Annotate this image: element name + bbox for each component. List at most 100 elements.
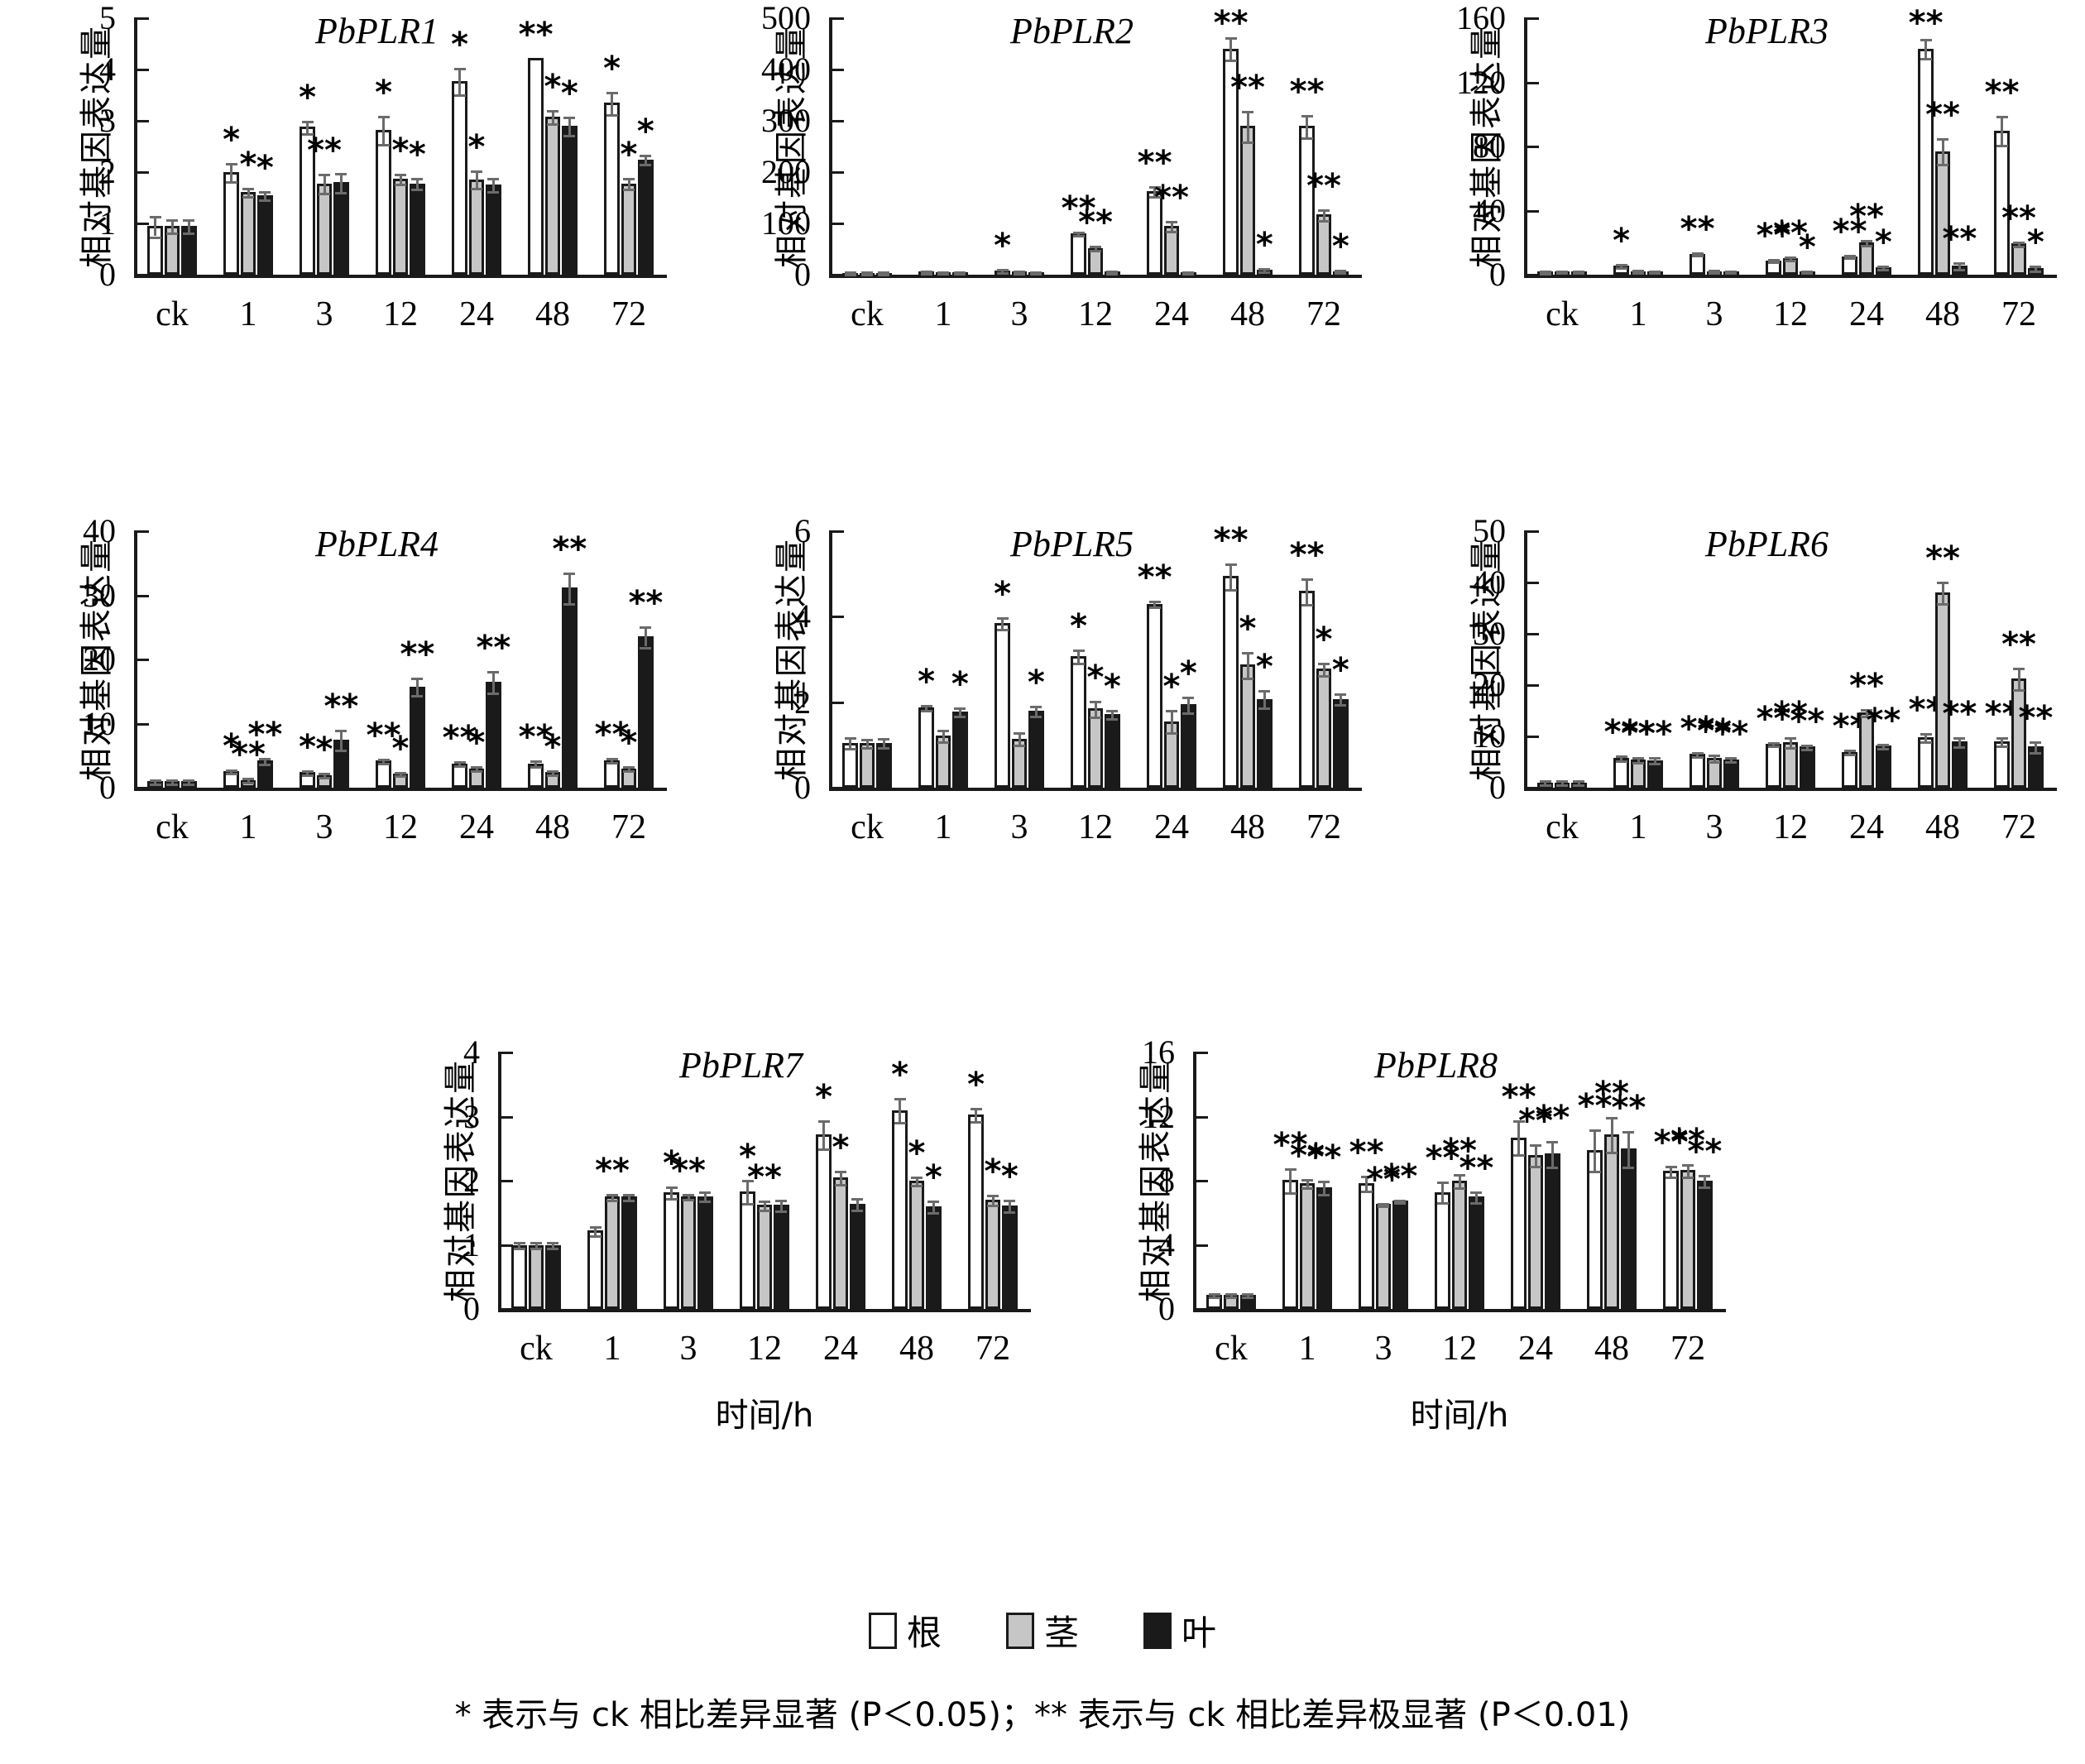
error-bar bbox=[1865, 708, 1868, 717]
error-bar-cap bbox=[665, 1186, 678, 1189]
error-bar bbox=[1153, 185, 1157, 197]
y-tick-label: 40 bbox=[83, 512, 116, 549]
significance-marker: * bbox=[815, 1078, 833, 1117]
significance-marker: ** bbox=[1942, 694, 1977, 733]
error-bar-cap bbox=[1301, 1186, 1313, 1190]
error-bar-cap bbox=[335, 192, 348, 195]
error-bar-cap bbox=[471, 170, 482, 174]
error-bar bbox=[382, 116, 386, 144]
chart-panel-pbplr6: 相对基因表达量 0 10 20 30 40 50 PbPLR6 ck ** ** ** 1 ** ** ** 3… bbox=[1390, 513, 2085, 1009]
error-bar bbox=[1306, 114, 1309, 137]
x-tick-label: 3 bbox=[1374, 1330, 1392, 1368]
error-bar bbox=[627, 178, 630, 189]
error-bar-cap bbox=[1072, 231, 1085, 234]
significance-marker: ** bbox=[1306, 167, 1341, 206]
error-bar-cap bbox=[1682, 1163, 1694, 1167]
y-tick-mark bbox=[829, 69, 844, 71]
error-bar-cap bbox=[1014, 271, 1025, 274]
x-tick-label: 72 bbox=[1670, 1330, 1705, 1368]
bar-stem bbox=[604, 1196, 621, 1309]
error-bar-cap bbox=[1615, 760, 1627, 764]
significance-marker: * bbox=[994, 575, 1012, 614]
error-bar-cap bbox=[1072, 650, 1085, 653]
error-bar-cap bbox=[1530, 1144, 1541, 1148]
error-bar-cap bbox=[2030, 271, 2042, 274]
error-bar-cap bbox=[1649, 272, 1661, 276]
error-bar bbox=[518, 1241, 521, 1249]
error-bar-cap bbox=[1682, 1177, 1694, 1180]
bar-leaf bbox=[1002, 1206, 1018, 1309]
significance-marker: ** bbox=[1501, 1078, 1536, 1117]
error-bar-cap bbox=[911, 1185, 923, 1188]
significance-marker: ** bbox=[1442, 1132, 1477, 1171]
y-tick-label: 10 bbox=[1473, 717, 1506, 755]
y-tick-label: 160 bbox=[1456, 0, 1506, 36]
error-bar-cap bbox=[623, 766, 635, 769]
error-bar-cap bbox=[844, 273, 856, 276]
significance-marker: * bbox=[1162, 668, 1181, 707]
error-bar bbox=[746, 1180, 750, 1204]
bar-leaf bbox=[952, 712, 968, 788]
significance-marker: ** bbox=[307, 131, 342, 170]
error-bar bbox=[611, 91, 614, 114]
chart-panel-pbplr5: 相对基因表达量 0 2 4 6 PbPLR5 ck * * 1 * * 3 * * * 12 ** * * 24 ** * *… bbox=[695, 513, 1390, 1009]
error-bar-cap bbox=[1801, 271, 1814, 275]
bar-root bbox=[1663, 1171, 1679, 1309]
error-bar-cap bbox=[1182, 696, 1195, 699]
error-bar-cap bbox=[920, 272, 932, 276]
error-bar-cap bbox=[1106, 710, 1119, 713]
bar-root bbox=[604, 103, 620, 275]
legend-item-root: 根 bbox=[868, 1605, 942, 1656]
significance-marker: ** bbox=[1425, 1138, 1460, 1177]
error-bar-cap bbox=[1318, 219, 1330, 223]
error-bar-cap bbox=[259, 190, 271, 194]
error-bar bbox=[644, 626, 647, 647]
bar-leaf bbox=[333, 182, 349, 275]
bar-leaf bbox=[1545, 1153, 1560, 1309]
error-bar-cap bbox=[1539, 784, 1551, 788]
bar-root bbox=[376, 130, 391, 275]
bar-leaf bbox=[697, 1196, 713, 1309]
significance-marker: * bbox=[256, 148, 274, 187]
error-bar-cap bbox=[1709, 760, 1720, 764]
bar-root bbox=[1918, 736, 1934, 788]
error-bar-cap bbox=[1556, 780, 1568, 784]
error-bar-cap bbox=[1785, 747, 1796, 750]
significance-marker: ** bbox=[1714, 715, 1749, 754]
significance-marker: ** bbox=[1670, 1121, 1705, 1160]
error-bar-cap bbox=[623, 188, 635, 191]
error-bar-cap bbox=[1632, 756, 1644, 760]
bar-stem bbox=[1316, 669, 1332, 788]
error-bar-cap bbox=[1512, 1120, 1525, 1124]
error-bar-cap bbox=[683, 1198, 694, 1201]
error-bar-cap bbox=[1360, 1190, 1373, 1193]
error-bar-cap bbox=[166, 783, 178, 786]
error-bar bbox=[399, 174, 402, 184]
significance-marker: * bbox=[2026, 223, 2044, 262]
error-bar bbox=[1924, 39, 1928, 59]
error-bar-cap bbox=[183, 219, 195, 223]
significance-marker: * bbox=[832, 1129, 850, 1167]
error-bar bbox=[491, 670, 495, 693]
y-tick-label: 50 bbox=[1473, 512, 1506, 549]
significance-marker: ** bbox=[1137, 558, 1172, 597]
bar-stem bbox=[1239, 664, 1256, 788]
bar-leaf bbox=[562, 587, 578, 788]
error-bar-cap bbox=[242, 187, 254, 190]
bar-stem bbox=[1934, 592, 1951, 788]
error-bar-cap bbox=[1556, 784, 1568, 788]
y-tick-mark bbox=[1524, 17, 1539, 20]
x-tick-label: 72 bbox=[1306, 295, 1341, 333]
error-bar-cap bbox=[1030, 716, 1042, 719]
error-bar-cap bbox=[835, 1171, 846, 1174]
x-tick-label: 12 bbox=[383, 808, 418, 846]
y-tick-mark bbox=[498, 1115, 513, 1119]
y-tick-mark bbox=[829, 787, 844, 789]
bar-leaf bbox=[1697, 1181, 1713, 1309]
bar-leaf bbox=[1392, 1201, 1408, 1309]
error-bar bbox=[1306, 1179, 1309, 1187]
significance-marker: * bbox=[636, 112, 654, 151]
error-bar-cap bbox=[183, 783, 195, 786]
x-tick-label: 24 bbox=[1849, 295, 1884, 333]
error-bar bbox=[551, 109, 554, 124]
